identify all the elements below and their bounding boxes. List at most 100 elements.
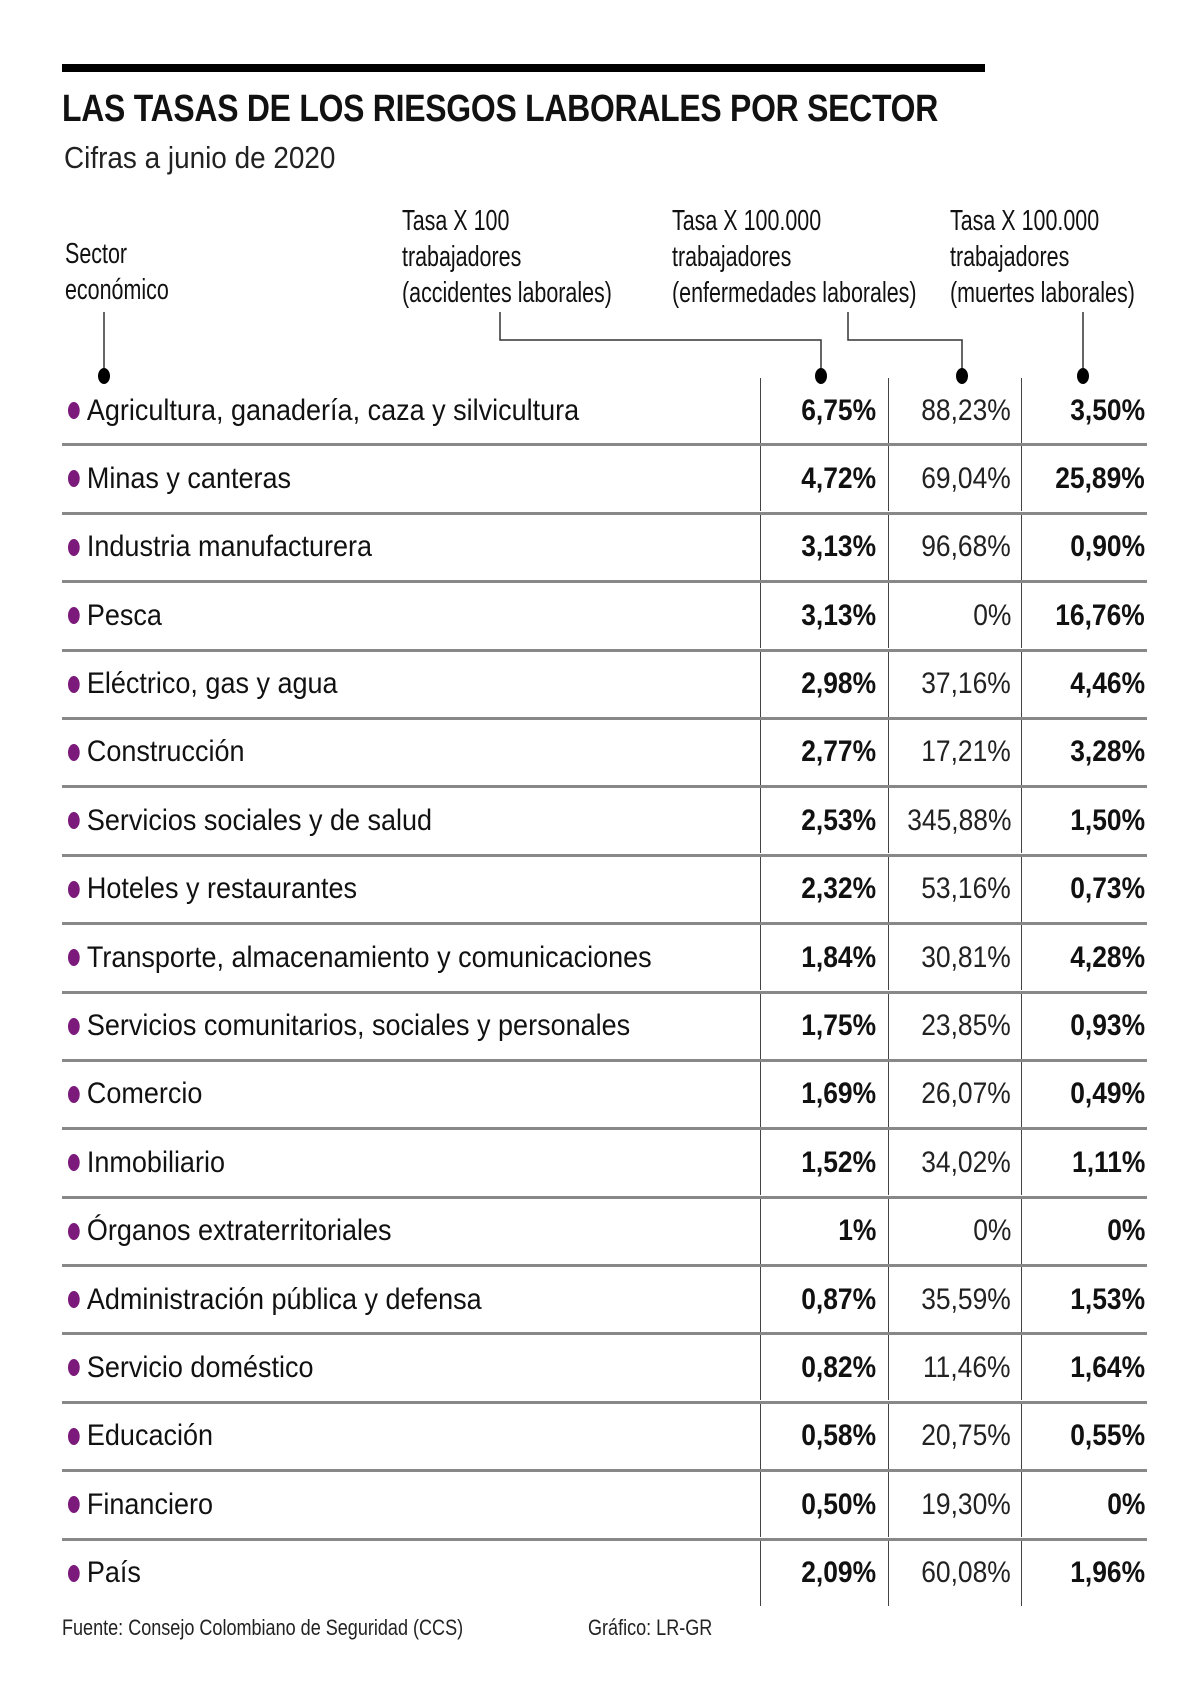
accidentes-cell: 2,32% xyxy=(760,856,876,922)
bullet-icon xyxy=(68,1085,80,1103)
accidentes-cell: 1,84% xyxy=(760,925,876,991)
enfermedades-cell: 0% xyxy=(888,1198,1011,1264)
sector-name: Transporte, almacenamiento y comunicacio… xyxy=(86,940,652,974)
enfermedades-value: 96,68% xyxy=(921,530,1011,564)
accidentes-value: 3,13% xyxy=(801,530,876,564)
muertes-value: 1,11% xyxy=(1071,1145,1145,1179)
sector-cell: Servicios sociales y de salud xyxy=(68,788,432,853)
sector-name: Servicios comunitarios, sociales y perso… xyxy=(86,1009,631,1043)
enfermedades-value: 0% xyxy=(972,598,1011,632)
table-row: Industria manufacturera 3,13% 96,68% 0,90% xyxy=(62,514,1147,584)
muertes-cell: 1,64% xyxy=(1021,1335,1145,1401)
header-line: (muertes laborales) xyxy=(950,277,1135,309)
enfermedades-cell: 345,88% xyxy=(888,788,1011,854)
bullet-icon xyxy=(68,1154,80,1172)
bullet-icon xyxy=(68,1222,80,1240)
muertes-value: 4,46% xyxy=(1070,667,1145,701)
muertes-cell: 0,55% xyxy=(1021,1403,1145,1469)
header-line: trabajadores xyxy=(672,241,792,273)
header-line: Sector xyxy=(65,238,128,270)
dot-icon xyxy=(956,368,968,384)
table-row: Transporte, almacenamiento y comunicacio… xyxy=(62,925,1147,994)
enfermedades-value: 69,04% xyxy=(921,461,1011,495)
accidentes-cell: 1,75% xyxy=(760,993,876,1059)
enfermedades-value: 19,30% xyxy=(921,1487,1011,1521)
enfermedades-cell: 69,04% xyxy=(888,446,1011,512)
enfermedades-value: 34,02% xyxy=(921,1145,1011,1179)
sector-name: Inmobiliario xyxy=(86,1145,225,1179)
graphic-credit: Gráfico: LR-GR xyxy=(588,1615,713,1640)
sector-name: País xyxy=(86,1556,141,1590)
table-row: Financiero 0,50% 19,30% 0% xyxy=(62,1472,1147,1541)
muertes-value: 0% xyxy=(1106,1214,1145,1248)
accidentes-value: 6,75% xyxy=(801,393,876,427)
table-row: Educación 0,58% 20,75% 0,55% xyxy=(62,1403,1147,1473)
header-line: trabajadores xyxy=(950,241,1070,273)
header-line: económico xyxy=(65,274,169,306)
bullet-icon xyxy=(68,880,80,898)
muertes-value: 1,53% xyxy=(1070,1282,1145,1316)
muertes-cell: 0,90% xyxy=(1021,514,1145,580)
sector-cell: Eléctrico, gas y agua xyxy=(68,652,338,717)
sector-cell: Transporte, almacenamiento y comunicacio… xyxy=(68,925,652,990)
sector-cell: Pesca xyxy=(68,583,162,648)
table-row: Servicios sociales y de salud 2,53% 345,88… xyxy=(62,788,1147,857)
header-muertes: Tasa X 100.000 trabajadores (muertes lab… xyxy=(950,203,1135,311)
sector-cell: Servicios comunitarios, sociales y perso… xyxy=(68,994,630,1059)
enfermedades-cell: 60,08% xyxy=(888,1540,1011,1606)
muertes-value: 0% xyxy=(1106,1487,1145,1521)
header-accidentes: Tasa X 100 trabajadores (accidentes labo… xyxy=(402,203,612,311)
sector-name: Administración pública y defensa xyxy=(86,1282,482,1316)
header-line: Tasa X 100.000 xyxy=(672,205,822,237)
sector-cell: Construcción xyxy=(68,720,244,785)
accidentes-value: 0,82% xyxy=(801,1350,876,1384)
table-row: Servicios comunitarios, sociales y perso… xyxy=(62,993,1147,1062)
muertes-value: 16,76% xyxy=(1055,598,1145,632)
sector-name: Eléctrico, gas y agua xyxy=(86,667,338,701)
enfermedades-value: 37,16% xyxy=(921,667,1011,701)
muertes-cell: 1,53% xyxy=(1021,1267,1145,1333)
accidentes-value: 1,69% xyxy=(801,1077,876,1111)
enfermedades-value: 0% xyxy=(972,1214,1011,1248)
bullet-icon xyxy=(68,949,80,967)
title-rule xyxy=(62,64,985,72)
enfermedades-cell: 20,75% xyxy=(888,1403,1011,1469)
sector-name: Financiero xyxy=(86,1487,213,1521)
muertes-value: 0,55% xyxy=(1070,1419,1145,1453)
table-row: Inmobiliario 1,52% 34,02% 1,11% xyxy=(62,1130,1147,1199)
table-row: Eléctrico, gas y agua 2,98% 37,16% 4,46% xyxy=(62,651,1147,720)
enfermedades-value: 53,16% xyxy=(921,872,1011,906)
enfermedades-value: 11,46% xyxy=(923,1350,1011,1384)
accidentes-cell: 0,50% xyxy=(760,1472,876,1538)
muertes-cell: 3,50% xyxy=(1021,378,1145,443)
sector-name: Industria manufacturera xyxy=(86,530,373,564)
sector-cell: Órganos extraterritoriales xyxy=(68,1199,392,1264)
bullet-icon xyxy=(68,1496,80,1514)
enfermedades-cell: 30,81% xyxy=(888,925,1011,991)
accidentes-value: 1,52% xyxy=(801,1145,876,1179)
table-row: Órganos extraterritoriales 1% 0% 0% xyxy=(62,1198,1147,1268)
accidentes-cell: 3,13% xyxy=(760,583,876,649)
accidentes-cell: 6,75% xyxy=(760,378,876,443)
muertes-value: 0,73% xyxy=(1070,872,1145,906)
muertes-value: 3,28% xyxy=(1070,735,1145,769)
bullet-icon xyxy=(68,402,80,419)
accidentes-cell: 2,53% xyxy=(760,788,876,854)
accidentes-cell: 1% xyxy=(760,1198,876,1264)
muertes-cell: 1,50% xyxy=(1021,788,1145,854)
accidentes-cell: 0,82% xyxy=(760,1335,876,1401)
accidentes-value: 2,98% xyxy=(801,667,876,701)
accidentes-cell: 2,98% xyxy=(760,651,876,717)
bullet-icon xyxy=(68,1017,80,1035)
header-line: (enfermedades laborales) xyxy=(672,277,917,309)
muertes-value: 1,50% xyxy=(1070,803,1145,837)
sector-cell: Minas y canteras xyxy=(68,446,291,511)
rates-table: Agricultura, ganadería, caza y silvicult… xyxy=(62,378,1147,1606)
enfermedades-value: 26,07% xyxy=(921,1077,1011,1111)
enfermedades-cell: 34,02% xyxy=(888,1130,1011,1196)
accidentes-value: 2,53% xyxy=(801,803,876,837)
muertes-cell: 1,11% xyxy=(1021,1130,1145,1196)
muertes-cell: 0% xyxy=(1021,1472,1145,1538)
table-row: Servicio doméstico 0,82% 11,46% 1,64% xyxy=(62,1335,1147,1404)
sector-name: Pesca xyxy=(86,598,162,632)
